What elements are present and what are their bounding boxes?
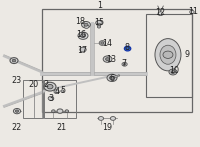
Text: 10: 10 (169, 66, 179, 75)
Circle shape (99, 41, 106, 45)
Text: 20: 20 (28, 80, 38, 88)
Circle shape (110, 117, 116, 120)
Circle shape (110, 76, 114, 80)
Text: 3: 3 (48, 94, 53, 103)
Circle shape (61, 90, 64, 92)
Circle shape (44, 82, 56, 91)
Text: 15: 15 (94, 18, 104, 27)
Circle shape (158, 12, 163, 16)
Circle shape (118, 75, 120, 76)
Circle shape (13, 108, 21, 114)
Circle shape (106, 58, 110, 61)
Text: 8: 8 (124, 43, 129, 52)
Circle shape (190, 10, 194, 14)
Circle shape (80, 47, 86, 52)
Circle shape (81, 34, 85, 37)
Text: 5: 5 (60, 86, 66, 95)
Text: 23: 23 (11, 76, 21, 85)
Text: 13: 13 (106, 55, 116, 64)
Circle shape (48, 96, 54, 100)
Circle shape (115, 76, 117, 78)
Circle shape (122, 62, 127, 66)
Circle shape (52, 110, 55, 112)
Bar (23, 80, 43, 118)
Ellipse shape (155, 39, 181, 71)
Circle shape (82, 21, 90, 28)
Text: 7: 7 (121, 59, 127, 68)
Text: 17: 17 (77, 46, 87, 55)
Circle shape (47, 85, 53, 89)
Ellipse shape (160, 45, 176, 64)
Bar (44, 80, 76, 118)
Circle shape (15, 110, 19, 112)
Bar (42, 9, 192, 112)
Circle shape (124, 46, 131, 51)
Circle shape (171, 71, 175, 74)
Text: 16: 16 (76, 30, 86, 39)
Circle shape (98, 117, 104, 120)
Circle shape (84, 25, 89, 28)
Circle shape (12, 59, 16, 62)
Text: 4: 4 (54, 87, 59, 96)
Circle shape (101, 42, 104, 44)
Circle shape (78, 32, 88, 39)
Text: 1: 1 (97, 1, 102, 10)
Circle shape (163, 51, 173, 58)
Circle shape (10, 58, 18, 64)
Circle shape (103, 56, 112, 62)
Circle shape (57, 109, 63, 113)
Text: 11: 11 (189, 7, 199, 16)
Text: 2: 2 (43, 80, 49, 88)
Text: 22: 22 (12, 123, 22, 132)
Circle shape (54, 90, 59, 93)
Circle shape (97, 26, 101, 28)
Circle shape (97, 23, 101, 26)
Text: 9: 9 (184, 50, 190, 59)
Text: 14: 14 (102, 39, 112, 47)
Circle shape (126, 47, 129, 50)
Circle shape (84, 23, 88, 26)
Circle shape (107, 74, 117, 82)
Circle shape (96, 20, 102, 25)
Circle shape (169, 69, 177, 75)
Bar (146, 14, 192, 97)
Text: 21: 21 (56, 123, 66, 132)
Circle shape (65, 110, 69, 112)
Text: 19: 19 (102, 123, 112, 132)
Circle shape (123, 63, 126, 65)
Text: 18: 18 (75, 17, 85, 26)
Text: 6: 6 (109, 74, 114, 83)
Text: 12: 12 (155, 9, 165, 17)
